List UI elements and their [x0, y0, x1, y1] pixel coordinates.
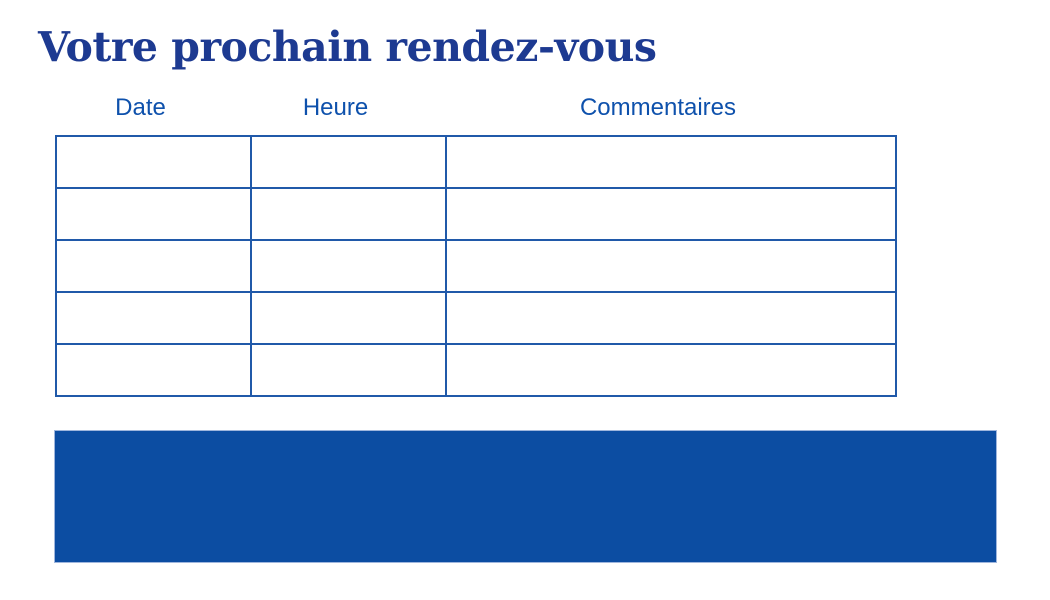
- appointments-table: [55, 135, 897, 397]
- table-cell[interactable]: [55, 135, 252, 189]
- table-header-row: Date Heure Commentaires: [43, 94, 883, 122]
- table-cell[interactable]: [55, 187, 252, 241]
- table-row: [55, 343, 897, 397]
- table-header-commentaires: Commentaires: [579, 94, 737, 121]
- table-cell[interactable]: [445, 187, 897, 241]
- table-row: [55, 291, 897, 345]
- table-header-heure: Heure: [302, 94, 369, 121]
- bottom-banner: [54, 430, 997, 563]
- table-cell[interactable]: [55, 239, 252, 293]
- table-cell[interactable]: [445, 343, 897, 397]
- table-row: [55, 239, 897, 293]
- table-cell[interactable]: [250, 291, 447, 345]
- table-cell[interactable]: [250, 239, 447, 293]
- table-header-date: Date: [115, 94, 166, 121]
- appointments-table-body: [55, 135, 897, 397]
- page-title: Votre prochain rendez-vous: [38, 23, 657, 71]
- table-cell[interactable]: [55, 343, 252, 397]
- table-cell[interactable]: [445, 239, 897, 293]
- table-cell[interactable]: [55, 291, 252, 345]
- table-cell[interactable]: [250, 343, 447, 397]
- table-cell[interactable]: [250, 135, 447, 189]
- table-cell[interactable]: [250, 187, 447, 241]
- table-row: [55, 135, 897, 189]
- table-cell[interactable]: [445, 291, 897, 345]
- table-row: [55, 187, 897, 241]
- table-cell[interactable]: [445, 135, 897, 189]
